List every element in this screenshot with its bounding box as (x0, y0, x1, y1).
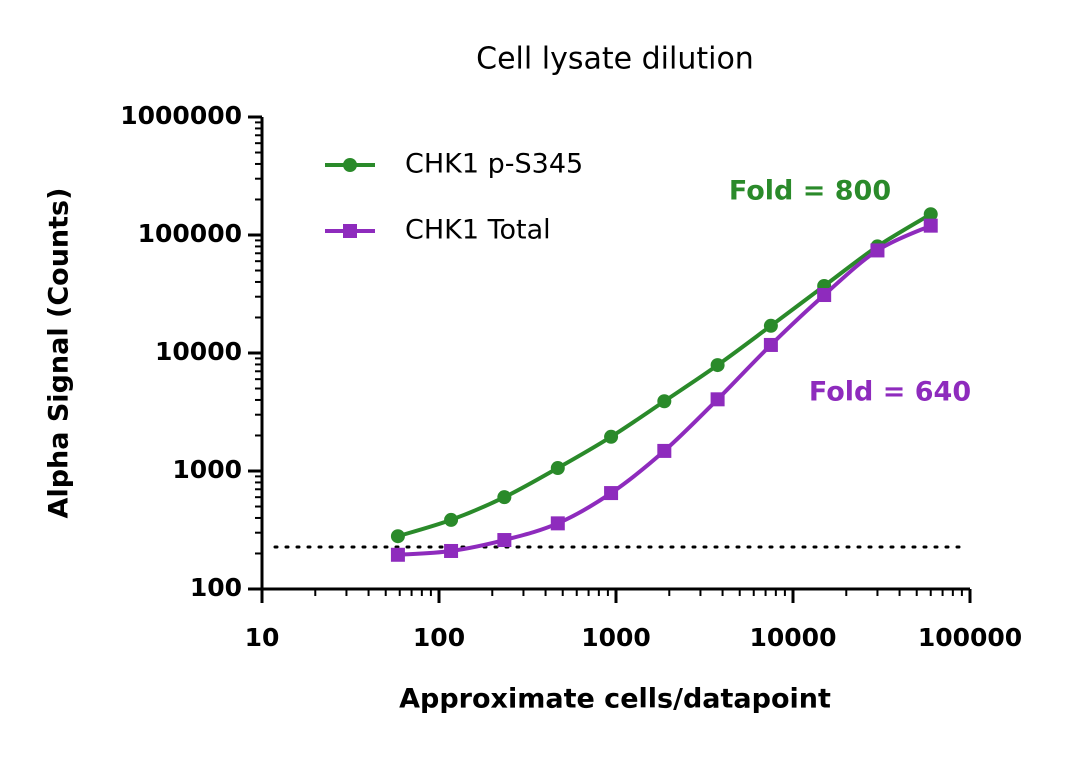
legend-marker (343, 158, 357, 172)
marker (657, 443, 672, 458)
marker (710, 392, 725, 407)
series-line (397, 212, 932, 539)
chart-title: Cell lysate dilution (476, 42, 754, 77)
marker (604, 486, 619, 501)
marker (870, 243, 885, 258)
marker (390, 547, 405, 562)
marker (817, 288, 832, 303)
legend-label: CHK1 Total (405, 215, 551, 246)
legend-marker (343, 224, 357, 238)
marker (657, 394, 672, 409)
y-tick-label: 100000 (138, 219, 242, 248)
y-tick-label: 10000 (155, 337, 242, 366)
y-tick-label: 1000 (172, 455, 242, 484)
marker (763, 337, 778, 352)
y-axis-title: Alpha Signal (Counts) (44, 188, 75, 519)
annotation: Fold = 800 (729, 176, 891, 207)
annotation: Fold = 640 (809, 377, 971, 408)
marker (497, 490, 512, 505)
marker (604, 429, 619, 444)
x-tick-label: 10 (245, 623, 280, 652)
x-tick-label: 100 (413, 623, 465, 652)
marker (390, 529, 405, 544)
marker (923, 207, 938, 222)
marker (550, 461, 565, 476)
x-axis-title: Approximate cells/datapoint (399, 684, 831, 715)
marker (497, 533, 512, 548)
y-tick-label: 100 (190, 573, 242, 602)
marker (444, 543, 459, 558)
y-tick-label: 1000000 (120, 101, 242, 130)
legend-label: CHK1 p-S345 (405, 149, 583, 180)
x-tick-label: 100000 (918, 623, 1022, 652)
marker (444, 512, 459, 527)
x-tick-label: 1000 (581, 623, 651, 652)
marker (763, 318, 778, 333)
x-tick-label: 10000 (750, 623, 837, 652)
marker (550, 516, 565, 531)
marker (710, 358, 725, 373)
marker (923, 218, 938, 233)
